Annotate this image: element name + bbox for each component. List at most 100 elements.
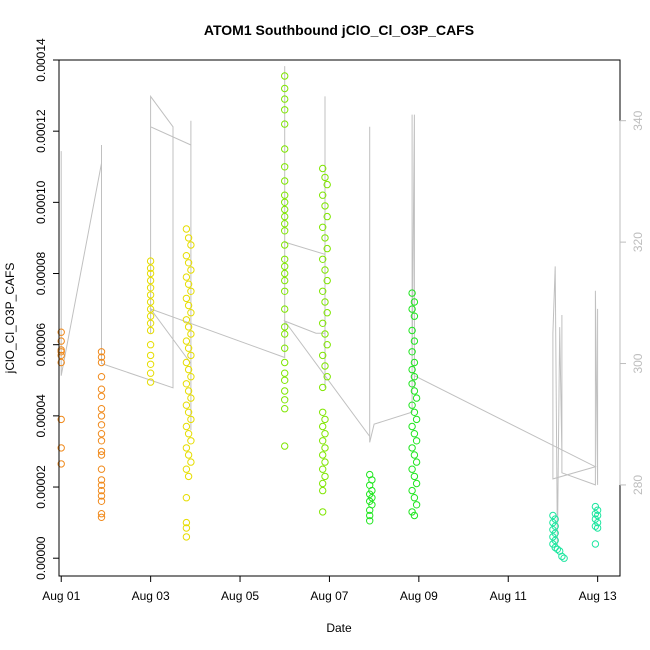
data-point (410, 408, 419, 416)
data-point (410, 451, 419, 459)
data-point (187, 266, 195, 274)
data-point (182, 316, 191, 324)
data-point (281, 369, 289, 377)
data-point (184, 365, 193, 374)
data-point (410, 472, 419, 481)
x-tick-label: Aug 05 (221, 589, 259, 603)
data-point (319, 191, 327, 199)
data-point (146, 257, 155, 265)
data-point (187, 437, 195, 445)
data-point (321, 444, 329, 452)
data-point (97, 412, 106, 420)
data-point (321, 298, 329, 306)
y-axis: 0.00000 0.00002 0.00004 0.00006 0.00008 0.000… (34, 38, 60, 580)
data-point (412, 415, 421, 424)
data-point (57, 358, 65, 367)
data-point (319, 383, 327, 392)
y2-tick-label: 280 (631, 475, 645, 495)
data-point (182, 273, 191, 281)
data-point (591, 502, 600, 511)
data-point (281, 396, 289, 404)
data-point (281, 198, 289, 207)
data-point (558, 552, 566, 561)
data-point (281, 205, 289, 214)
data-point (97, 476, 106, 484)
data-point (323, 341, 331, 349)
data-point (281, 106, 289, 114)
data-point (549, 518, 557, 527)
data-point (321, 330, 329, 338)
data-point (281, 376, 289, 384)
y-tick-label: 0.00010 (34, 180, 48, 224)
data-point (281, 269, 289, 278)
data-point (146, 319, 155, 327)
data-point (323, 212, 331, 221)
data-point (549, 511, 557, 520)
data-point (408, 422, 416, 431)
x-tick-label: Aug 11 (490, 589, 527, 603)
data-point (187, 309, 195, 317)
data-point (184, 451, 193, 459)
data-point (281, 405, 289, 413)
data-point (187, 415, 195, 424)
data-point (321, 234, 329, 242)
data-point (57, 337, 65, 345)
y2-tick-label: 320 (631, 232, 645, 252)
data-point (184, 387, 193, 395)
data-point (146, 305, 155, 313)
y-tick-label: 0.00008 (34, 252, 48, 296)
data-point (97, 421, 106, 429)
data-point (146, 341, 155, 349)
data-point (408, 465, 416, 473)
data-point (97, 437, 106, 445)
data-point (408, 401, 416, 409)
data-point (97, 447, 106, 456)
y-axis-label: jClO_Cl_O3P_CAFS (3, 263, 17, 375)
data-point (412, 479, 421, 488)
data-point (410, 312, 419, 320)
x-axis-label: Date (326, 621, 352, 635)
data-point (281, 177, 289, 185)
data-point (408, 305, 416, 313)
y-tick-label: 0.00000 (34, 536, 48, 580)
data-point (182, 465, 191, 473)
data-point (323, 244, 331, 253)
data-point (319, 508, 327, 516)
data-point (182, 494, 191, 502)
data-point (408, 508, 416, 516)
data-point (281, 287, 289, 295)
data-point (551, 543, 559, 552)
data-point (146, 298, 155, 306)
data-point (281, 262, 289, 271)
data-point (553, 545, 562, 553)
x-axis: Aug 01 Aug 03 Aug 05 Aug 07 Aug 09 Aug 11 Aug … (42, 575, 617, 603)
data-point (184, 234, 193, 242)
data-point (281, 227, 289, 235)
data-point (182, 225, 191, 233)
data-point (187, 394, 195, 402)
data-point (549, 526, 557, 534)
data-point (593, 524, 602, 532)
y-tick-label: 0.00014 (34, 38, 48, 82)
data-point (57, 351, 65, 360)
secondary-series (60, 66, 599, 546)
data-point (281, 330, 289, 338)
data-point (182, 524, 191, 532)
data-point (182, 252, 191, 260)
scatter-points (57, 72, 602, 562)
plot-frame (58, 59, 621, 577)
data-point (281, 95, 289, 103)
x-tick-label: Aug 03 (132, 589, 170, 603)
data-point (593, 511, 602, 520)
data-point (319, 351, 327, 360)
data-point (319, 164, 327, 173)
data-point (146, 369, 155, 377)
data-point (97, 513, 106, 521)
data-point (319, 223, 327, 232)
data-point (184, 472, 193, 481)
data-point (591, 522, 600, 530)
data-point (410, 511, 419, 520)
data-point (146, 291, 155, 299)
data-point (410, 430, 419, 438)
data-point (321, 430, 329, 438)
